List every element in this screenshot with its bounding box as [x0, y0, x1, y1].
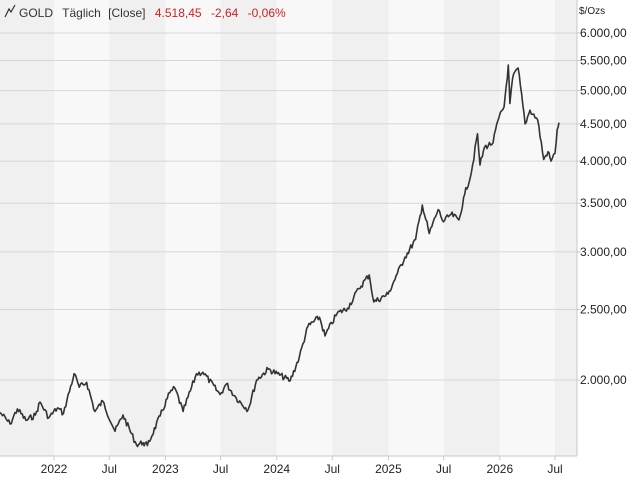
background-band — [0, 0, 55, 456]
y-tick-label: 3.500,00 — [580, 196, 627, 210]
symbol-label: GOLD — [19, 6, 53, 20]
background-band — [332, 0, 389, 456]
change-percent: -0,06% — [248, 6, 286, 20]
svg-text:GOLD Täglich [Clos: GOLD Täglich [Close] 4.518,45 -2,64 -0,0… — [19, 6, 286, 20]
y-tick-label: 2.000,00 — [580, 373, 627, 387]
x-tick-label: 2023 — [152, 462, 179, 476]
interval-label: Täglich — [62, 6, 101, 20]
background-band — [109, 0, 166, 456]
y-axis-unit: $/Ozs — [579, 6, 605, 17]
mode-label: [Close] — [108, 6, 145, 20]
chart-header: GOLD Täglich [Close] 4.518,45 -2,64 -0,0… — [4, 4, 286, 20]
x-tick-label: 2022 — [41, 462, 68, 476]
plot-background — [0, 0, 577, 456]
y-tick-label: 2.500,00 — [580, 303, 627, 317]
background-band — [443, 0, 500, 456]
y-axis-ticks: 2.000,00 2.500,00 3.000,00 3.500,00 4.000,00… — [577, 26, 627, 387]
x-tick-label: Jul — [547, 462, 562, 476]
x-tick-label: Jul — [102, 462, 117, 476]
series-line — [0, 64, 560, 448]
background-band — [388, 0, 444, 456]
background-band — [276, 0, 333, 456]
y-tick-label: 5.500,00 — [580, 53, 627, 67]
y-tick-label: 6.000,00 — [580, 26, 627, 40]
x-tick-label: 2026 — [486, 462, 513, 476]
last-price: 4.518,45 — [155, 6, 202, 20]
background-band — [54, 0, 110, 456]
y-tick-label: 5.000,00 — [580, 84, 627, 98]
y-axis-panel — [577, 0, 640, 456]
x-axis-ticks: 2022 Jul 2023 Jul 2024 Jul 2025 Jul 2026 Jul — [41, 456, 563, 476]
x-tick-label: Jul — [436, 462, 451, 476]
x-tick-label: Jul — [325, 462, 340, 476]
x-axis-panel — [0, 456, 640, 480]
background-band — [555, 0, 577, 456]
change-value: -2,64 — [211, 6, 239, 20]
x-tick-label: 2024 — [263, 462, 290, 476]
y-tick-label: 4.000,00 — [580, 154, 627, 168]
x-tick-label: 2025 — [375, 462, 402, 476]
line-chart-icon[interactable] — [4, 4, 16, 18]
y-tick-label: 3.000,00 — [580, 245, 627, 259]
y-tick-label: 4.500,00 — [580, 117, 627, 131]
x-tick-label: Jul — [213, 462, 228, 476]
